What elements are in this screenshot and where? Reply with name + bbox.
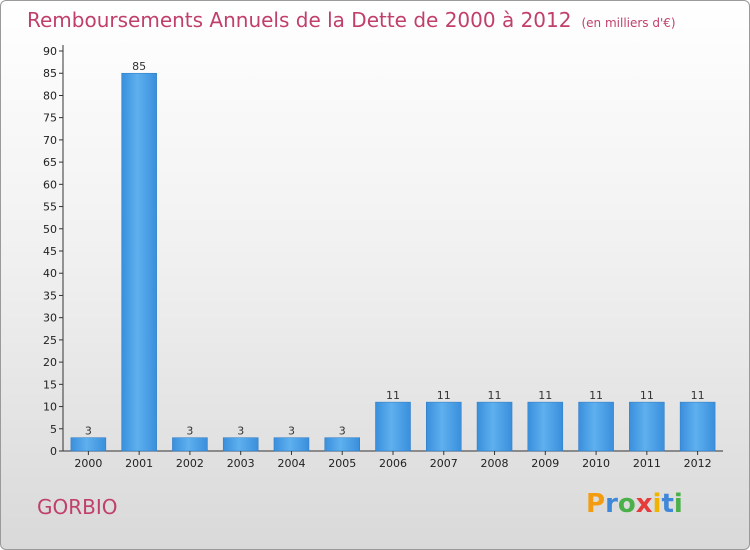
x-tick-label: 2001 xyxy=(125,457,153,470)
bar-group: 3 2003 xyxy=(222,425,259,470)
x-tick-label: 2008 xyxy=(481,457,509,470)
x-tick-label: 2004 xyxy=(277,457,305,470)
bar xyxy=(578,401,614,452)
bar-value-label: 3 xyxy=(186,425,193,438)
bar-group: 11 2012 xyxy=(679,389,716,470)
y-tick-label: 50 xyxy=(43,223,57,236)
y-tick-label: 35 xyxy=(43,289,57,302)
bar-value-label: 11 xyxy=(488,389,502,402)
bar xyxy=(222,437,259,452)
bar-value-label: 11 xyxy=(538,389,552,402)
bar-value-label: 11 xyxy=(589,389,603,402)
chart-title: Remboursements Annuels de la Dette de 20… xyxy=(27,8,676,32)
chart-title-text: Remboursements Annuels de la Dette de 20… xyxy=(27,8,572,32)
y-tick-label: 10 xyxy=(43,401,57,414)
y-tick-label: 20 xyxy=(43,356,57,369)
logo-letter: i xyxy=(652,489,662,519)
bar xyxy=(375,401,411,452)
y-tick-label: 40 xyxy=(43,267,57,280)
bar xyxy=(679,401,716,452)
bar-group: 11 2011 xyxy=(629,389,665,470)
bar xyxy=(273,437,310,452)
x-tick-label: 2012 xyxy=(684,457,712,470)
y-tick-label: 90 xyxy=(43,45,57,58)
logo-letter: i xyxy=(673,489,683,519)
proxiti-logo: Proxiti xyxy=(586,489,683,519)
logo-letter: P xyxy=(586,489,606,519)
logo-letter: r xyxy=(605,489,618,519)
bar xyxy=(70,437,107,452)
bar-group: 85 2001 xyxy=(121,60,157,470)
bar-value-label: 11 xyxy=(640,389,654,402)
y-tick-label: 15 xyxy=(43,378,57,391)
bar-group: 3 2002 xyxy=(172,425,208,470)
x-tick-label: 2009 xyxy=(531,457,559,470)
y-tick-label: 60 xyxy=(43,178,57,191)
bar xyxy=(121,72,157,452)
bar-value-label: 3 xyxy=(339,425,346,438)
logo-letter: t xyxy=(661,489,674,519)
x-tick-label: 2005 xyxy=(328,457,356,470)
y-tick-label: 30 xyxy=(43,312,57,325)
bar-value-label: 85 xyxy=(132,60,146,73)
y-tick-label: 75 xyxy=(43,112,57,125)
x-tick-label: 2006 xyxy=(379,457,407,470)
bar xyxy=(527,401,564,452)
logo-letter: x xyxy=(635,489,653,519)
x-tick-label: 2007 xyxy=(430,457,458,470)
x-tick-label: 2003 xyxy=(227,457,255,470)
x-tick-label: 2002 xyxy=(176,457,204,470)
y-tick-label: 0 xyxy=(50,445,57,458)
y-tick-label: 70 xyxy=(43,134,57,147)
bar-group: 11 2008 xyxy=(476,389,513,470)
commune-name: GORBIO xyxy=(37,495,118,519)
bar-group: 11 2007 xyxy=(426,389,462,470)
x-tick-label: 2010 xyxy=(582,457,610,470)
bar-value-label: 11 xyxy=(691,389,705,402)
chart-subtitle: (en milliers d'€) xyxy=(581,16,676,30)
y-tick-label: 65 xyxy=(43,156,57,169)
bar-group: 3 2000 xyxy=(70,425,107,470)
bar xyxy=(476,401,513,452)
bar xyxy=(426,401,462,452)
logo-letter: o xyxy=(617,489,636,519)
x-tick-label: 2011 xyxy=(633,457,661,470)
bar-group: 3 2005 xyxy=(324,425,360,470)
bar-value-label: 11 xyxy=(437,389,451,402)
y-tick-label: 45 xyxy=(43,245,57,258)
bar-value-label: 3 xyxy=(288,425,295,438)
y-tick-label: 80 xyxy=(43,89,57,102)
y-tick-label: 55 xyxy=(43,201,57,214)
bar-value-label: 3 xyxy=(85,425,92,438)
bar xyxy=(172,437,208,452)
bar xyxy=(324,437,360,452)
bar-group: 11 2006 xyxy=(375,389,411,470)
bar-group: 11 2010 xyxy=(578,389,614,470)
bar xyxy=(629,401,665,452)
y-tick-label: 85 xyxy=(43,67,57,80)
bar-value-label: 3 xyxy=(237,425,244,438)
bar-group: 11 2009 xyxy=(527,389,564,470)
y-tick-label: 5 xyxy=(50,423,57,436)
bar-group: 3 2004 xyxy=(273,425,310,470)
bar-value-label: 11 xyxy=(386,389,400,402)
x-tick-label: 2000 xyxy=(74,457,102,470)
y-tick-label: 25 xyxy=(43,334,57,347)
